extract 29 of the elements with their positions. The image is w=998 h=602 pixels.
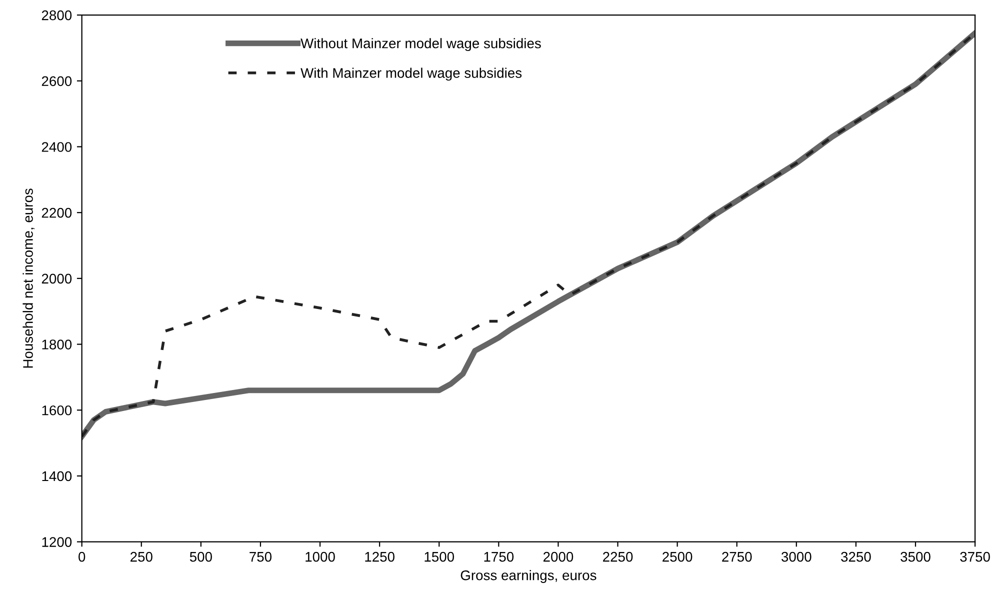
x-tick-label: 750 xyxy=(250,552,272,562)
y-tick-label: 2400 xyxy=(42,142,72,152)
x-tick-label: 250 xyxy=(130,552,152,562)
legend-label: Without Mainzer model wage subsidies xyxy=(300,38,541,52)
y-tick-label: 2200 xyxy=(42,208,72,218)
x-axis-title: Gross earnings, euros xyxy=(460,570,596,583)
x-tick-label: 1000 xyxy=(306,552,335,562)
x-tick-label: 1500 xyxy=(424,552,454,562)
y-tick-label: 1400 xyxy=(42,471,72,482)
x-tick-label: 2250 xyxy=(603,552,633,562)
x-tick-label: 3500 xyxy=(900,552,930,562)
legend-label: With Mainzer model wage subsidies xyxy=(300,68,522,81)
y-tick-label: 2000 xyxy=(42,274,72,284)
y-tick-label: 1600 xyxy=(42,405,72,416)
x-tick-label: 3000 xyxy=(781,552,812,562)
x-tick-label: 2000 xyxy=(543,552,574,562)
y-tick-label: 1800 xyxy=(42,340,72,350)
x-tick-label: 3250 xyxy=(841,552,871,562)
y-tick-label: 2800 xyxy=(42,10,72,20)
x-tick-label: 2500 xyxy=(662,552,692,562)
y-tick-label: 1200 xyxy=(42,537,72,547)
x-tick-label: 1250 xyxy=(365,552,394,562)
x-tick-label: 500 xyxy=(190,552,212,562)
x-tick-label: 0 xyxy=(78,552,86,562)
x-tick-label: 1750 xyxy=(484,552,514,562)
y-tick-label: 2600 xyxy=(42,76,72,86)
x-tick-label: 3750 xyxy=(960,552,990,562)
y-axis-title: Household net income, euros xyxy=(22,188,35,368)
x-tick-label: 2750 xyxy=(722,552,752,562)
